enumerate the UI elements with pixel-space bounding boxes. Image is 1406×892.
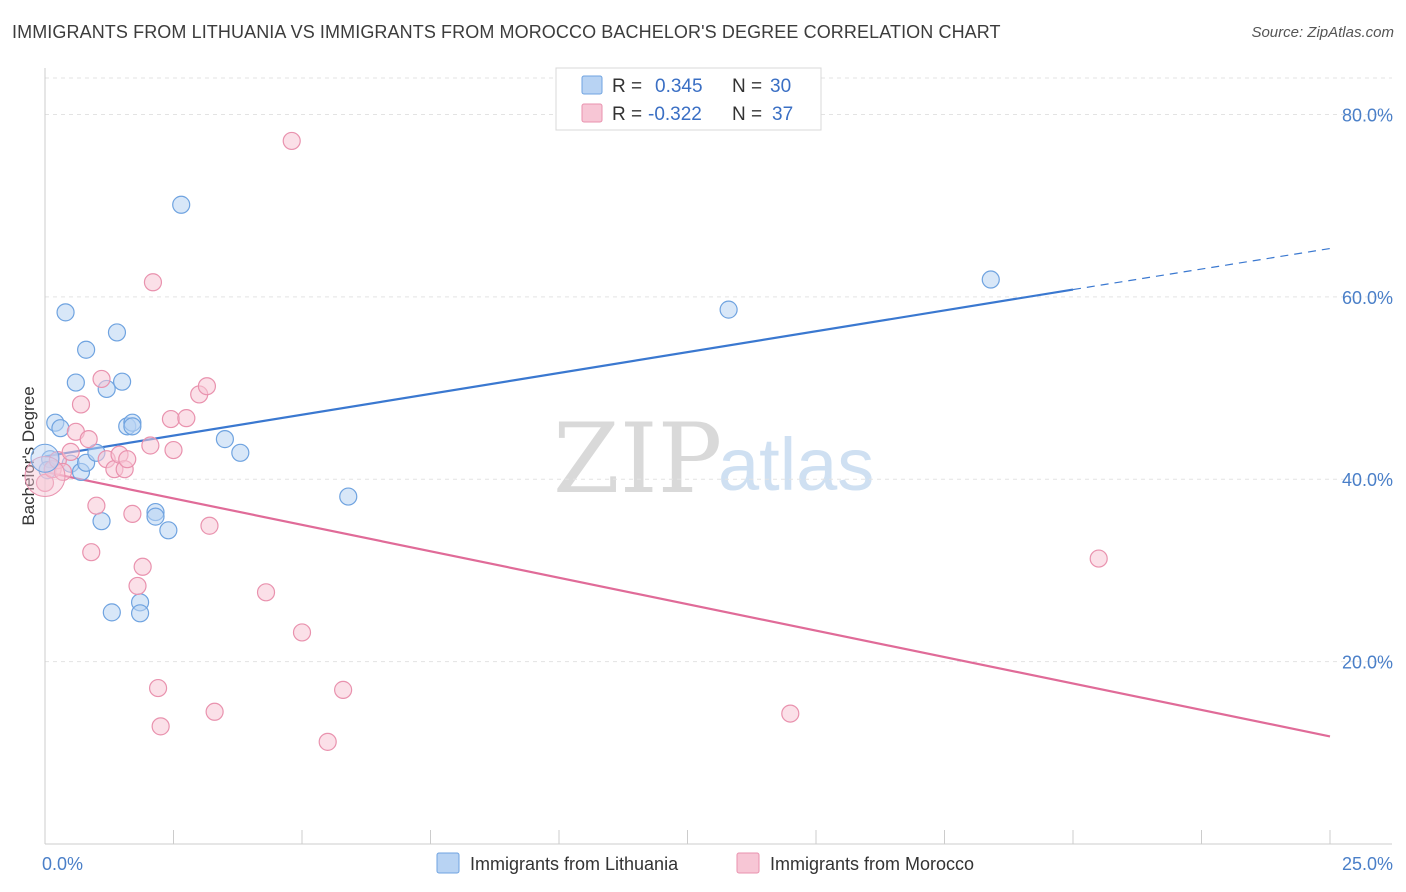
watermark-atlas: atlas bbox=[718, 423, 874, 506]
y-axis-label: Bachelor's Degree bbox=[19, 386, 38, 525]
point-lithuania bbox=[123, 417, 142, 436]
legend-r-value-2: -0.322 bbox=[648, 104, 702, 125]
legend-r-label-1: R = bbox=[612, 76, 642, 97]
point-morocco bbox=[79, 430, 98, 449]
point-morocco bbox=[164, 440, 183, 460]
chart-title: IMMIGRANTS FROM LITHUANIA VS IMMIGRANTS … bbox=[12, 22, 1001, 42]
point-lithuania bbox=[56, 303, 75, 322]
point-morocco bbox=[87, 496, 106, 515]
trend-line-lithuania bbox=[44, 288, 1074, 458]
point-lithuania bbox=[92, 512, 111, 531]
point-morocco bbox=[71, 395, 91, 414]
source-label: Source: ZipAtlas.com bbox=[1251, 24, 1394, 41]
point-morocco bbox=[143, 273, 163, 292]
point-lithuania bbox=[215, 430, 234, 449]
point-morocco bbox=[82, 543, 101, 562]
watermark: ZIP atlas bbox=[553, 403, 874, 515]
point-morocco bbox=[334, 680, 353, 699]
point-morocco bbox=[123, 504, 142, 523]
point-lithuania bbox=[112, 372, 132, 391]
point-lithuania bbox=[146, 507, 165, 526]
point-morocco bbox=[133, 557, 152, 576]
x-axis-ticks: 0.0% 25.0% bbox=[42, 854, 1393, 874]
point-lithuania bbox=[130, 604, 150, 623]
y-tick-label: 40.0% bbox=[1342, 470, 1393, 490]
x-tick-label: 25.0% bbox=[1342, 854, 1393, 874]
point-morocco bbox=[53, 462, 73, 482]
point-morocco bbox=[200, 516, 219, 535]
point-lithuania bbox=[107, 323, 127, 342]
legend-n-value-1: 30 bbox=[770, 76, 791, 97]
y-tick-label: 80.0% bbox=[1342, 105, 1393, 125]
y-axis-ticks: 20.0% 40.0% 60.0% 80.0% bbox=[1342, 105, 1393, 672]
data-points bbox=[24, 131, 1108, 751]
legend-n-label-1: N = bbox=[732, 76, 762, 97]
trend-line-extension bbox=[1072, 247, 1331, 291]
legend-n-value-2: 37 bbox=[772, 104, 793, 125]
bottom-legend-swatch-morocco bbox=[736, 852, 760, 874]
point-morocco bbox=[256, 583, 276, 602]
point-morocco bbox=[282, 131, 301, 151]
point-morocco bbox=[205, 702, 224, 721]
point-lithuania-cluster bbox=[30, 443, 60, 473]
point-lithuania bbox=[102, 603, 121, 622]
series-legend: Immigrants from Lithuania Immigrants fro… bbox=[436, 852, 974, 874]
trend-lines bbox=[44, 247, 1331, 738]
point-lithuania bbox=[172, 195, 191, 214]
point-morocco bbox=[118, 450, 137, 469]
point-morocco bbox=[781, 704, 800, 723]
grid bbox=[45, 77, 1392, 663]
legend-r-label-2: R = bbox=[612, 104, 642, 125]
y-tick-label: 60.0% bbox=[1342, 288, 1393, 308]
point-morocco bbox=[141, 436, 160, 455]
point-morocco bbox=[128, 576, 147, 596]
point-morocco bbox=[161, 409, 181, 429]
bottom-legend-label-morocco: Immigrants from Morocco bbox=[770, 854, 974, 874]
point-lithuania bbox=[231, 443, 250, 462]
point-lithuania bbox=[159, 521, 178, 540]
y-tick-label: 20.0% bbox=[1342, 653, 1393, 673]
point-lithuania bbox=[66, 373, 85, 392]
point-lithuania bbox=[77, 340, 96, 359]
watermark-zip: ZIP bbox=[553, 403, 722, 515]
trend-line-morocco bbox=[44, 470, 1331, 738]
x-tick-label: 0.0% bbox=[42, 854, 83, 874]
correlation-legend: R = 0.345 N = 30 R = -0.322 N = 37 bbox=[555, 67, 822, 131]
point-lithuania bbox=[981, 270, 1000, 289]
bottom-legend-swatch-lithuania bbox=[436, 852, 460, 874]
point-morocco bbox=[151, 717, 170, 736]
point-morocco bbox=[292, 623, 312, 642]
point-morocco bbox=[92, 369, 111, 389]
point-lithuania bbox=[719, 300, 738, 319]
point-morocco bbox=[148, 678, 168, 698]
point-morocco bbox=[197, 377, 217, 396]
point-morocco bbox=[61, 442, 80, 461]
point-morocco-cluster bbox=[24, 456, 66, 498]
point-morocco bbox=[318, 732, 337, 751]
legend-swatch-morocco bbox=[581, 103, 603, 123]
point-morocco bbox=[177, 409, 196, 428]
point-morocco bbox=[35, 473, 55, 492]
point-lithuania bbox=[339, 487, 358, 506]
bottom-legend-label-lithuania: Immigrants from Lithuania bbox=[470, 854, 679, 874]
point-lithuania bbox=[51, 419, 70, 438]
point-morocco bbox=[1089, 549, 1108, 568]
legend-n-label-2: N = bbox=[732, 104, 762, 125]
legend-swatch-lithuania bbox=[581, 75, 603, 95]
legend-r-value-1: 0.345 bbox=[655, 76, 703, 97]
